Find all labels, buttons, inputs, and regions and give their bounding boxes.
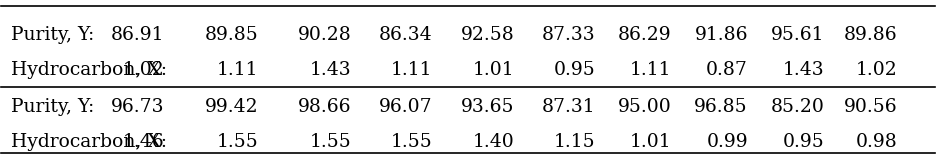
- Text: 95.00: 95.00: [618, 98, 671, 117]
- Text: 92.58: 92.58: [461, 26, 515, 44]
- Text: 1.01: 1.01: [630, 133, 671, 151]
- Text: 1.11: 1.11: [391, 61, 432, 79]
- Text: 1.02: 1.02: [856, 61, 898, 79]
- Text: 1.43: 1.43: [310, 61, 351, 79]
- Text: 1.46: 1.46: [123, 133, 165, 151]
- Text: 95.61: 95.61: [771, 26, 825, 44]
- Text: 90.56: 90.56: [843, 98, 898, 117]
- Text: 99.42: 99.42: [204, 98, 258, 117]
- Text: 87.31: 87.31: [542, 98, 596, 117]
- Text: 1.40: 1.40: [473, 133, 515, 151]
- Text: 0.99: 0.99: [707, 133, 748, 151]
- Text: 1.43: 1.43: [782, 61, 825, 79]
- Text: 87.33: 87.33: [542, 26, 596, 44]
- Text: 0.87: 0.87: [706, 61, 748, 79]
- Text: 1.01: 1.01: [473, 61, 515, 79]
- Text: 96.85: 96.85: [695, 98, 748, 117]
- Text: 96.07: 96.07: [379, 98, 432, 117]
- Text: 1.11: 1.11: [630, 61, 671, 79]
- Text: 85.20: 85.20: [770, 98, 825, 117]
- Text: 1.15: 1.15: [554, 133, 596, 151]
- Text: 1.11: 1.11: [216, 61, 258, 79]
- Text: 86.91: 86.91: [111, 26, 165, 44]
- Text: Hydrocarbon, X:: Hydrocarbon, X:: [10, 61, 167, 79]
- Text: 93.65: 93.65: [461, 98, 515, 117]
- Text: 1.02: 1.02: [123, 61, 165, 79]
- Text: 90.28: 90.28: [298, 26, 351, 44]
- Text: 86.34: 86.34: [379, 26, 432, 44]
- Text: Purity, Y:: Purity, Y:: [10, 98, 94, 117]
- Text: 1.55: 1.55: [310, 133, 351, 151]
- Text: 89.85: 89.85: [204, 26, 258, 44]
- Text: 1.55: 1.55: [391, 133, 432, 151]
- Text: 0.95: 0.95: [782, 133, 825, 151]
- Text: 96.73: 96.73: [111, 98, 165, 117]
- Text: Hydrocarbon, X:: Hydrocarbon, X:: [10, 133, 167, 151]
- Text: 0.95: 0.95: [554, 61, 596, 79]
- Text: 86.29: 86.29: [618, 26, 671, 44]
- Text: 1.55: 1.55: [216, 133, 258, 151]
- Text: 89.86: 89.86: [843, 26, 898, 44]
- Text: 91.86: 91.86: [695, 26, 748, 44]
- Text: 98.66: 98.66: [298, 98, 351, 117]
- Text: Purity, Y:: Purity, Y:: [10, 26, 94, 44]
- Text: 0.98: 0.98: [856, 133, 898, 151]
